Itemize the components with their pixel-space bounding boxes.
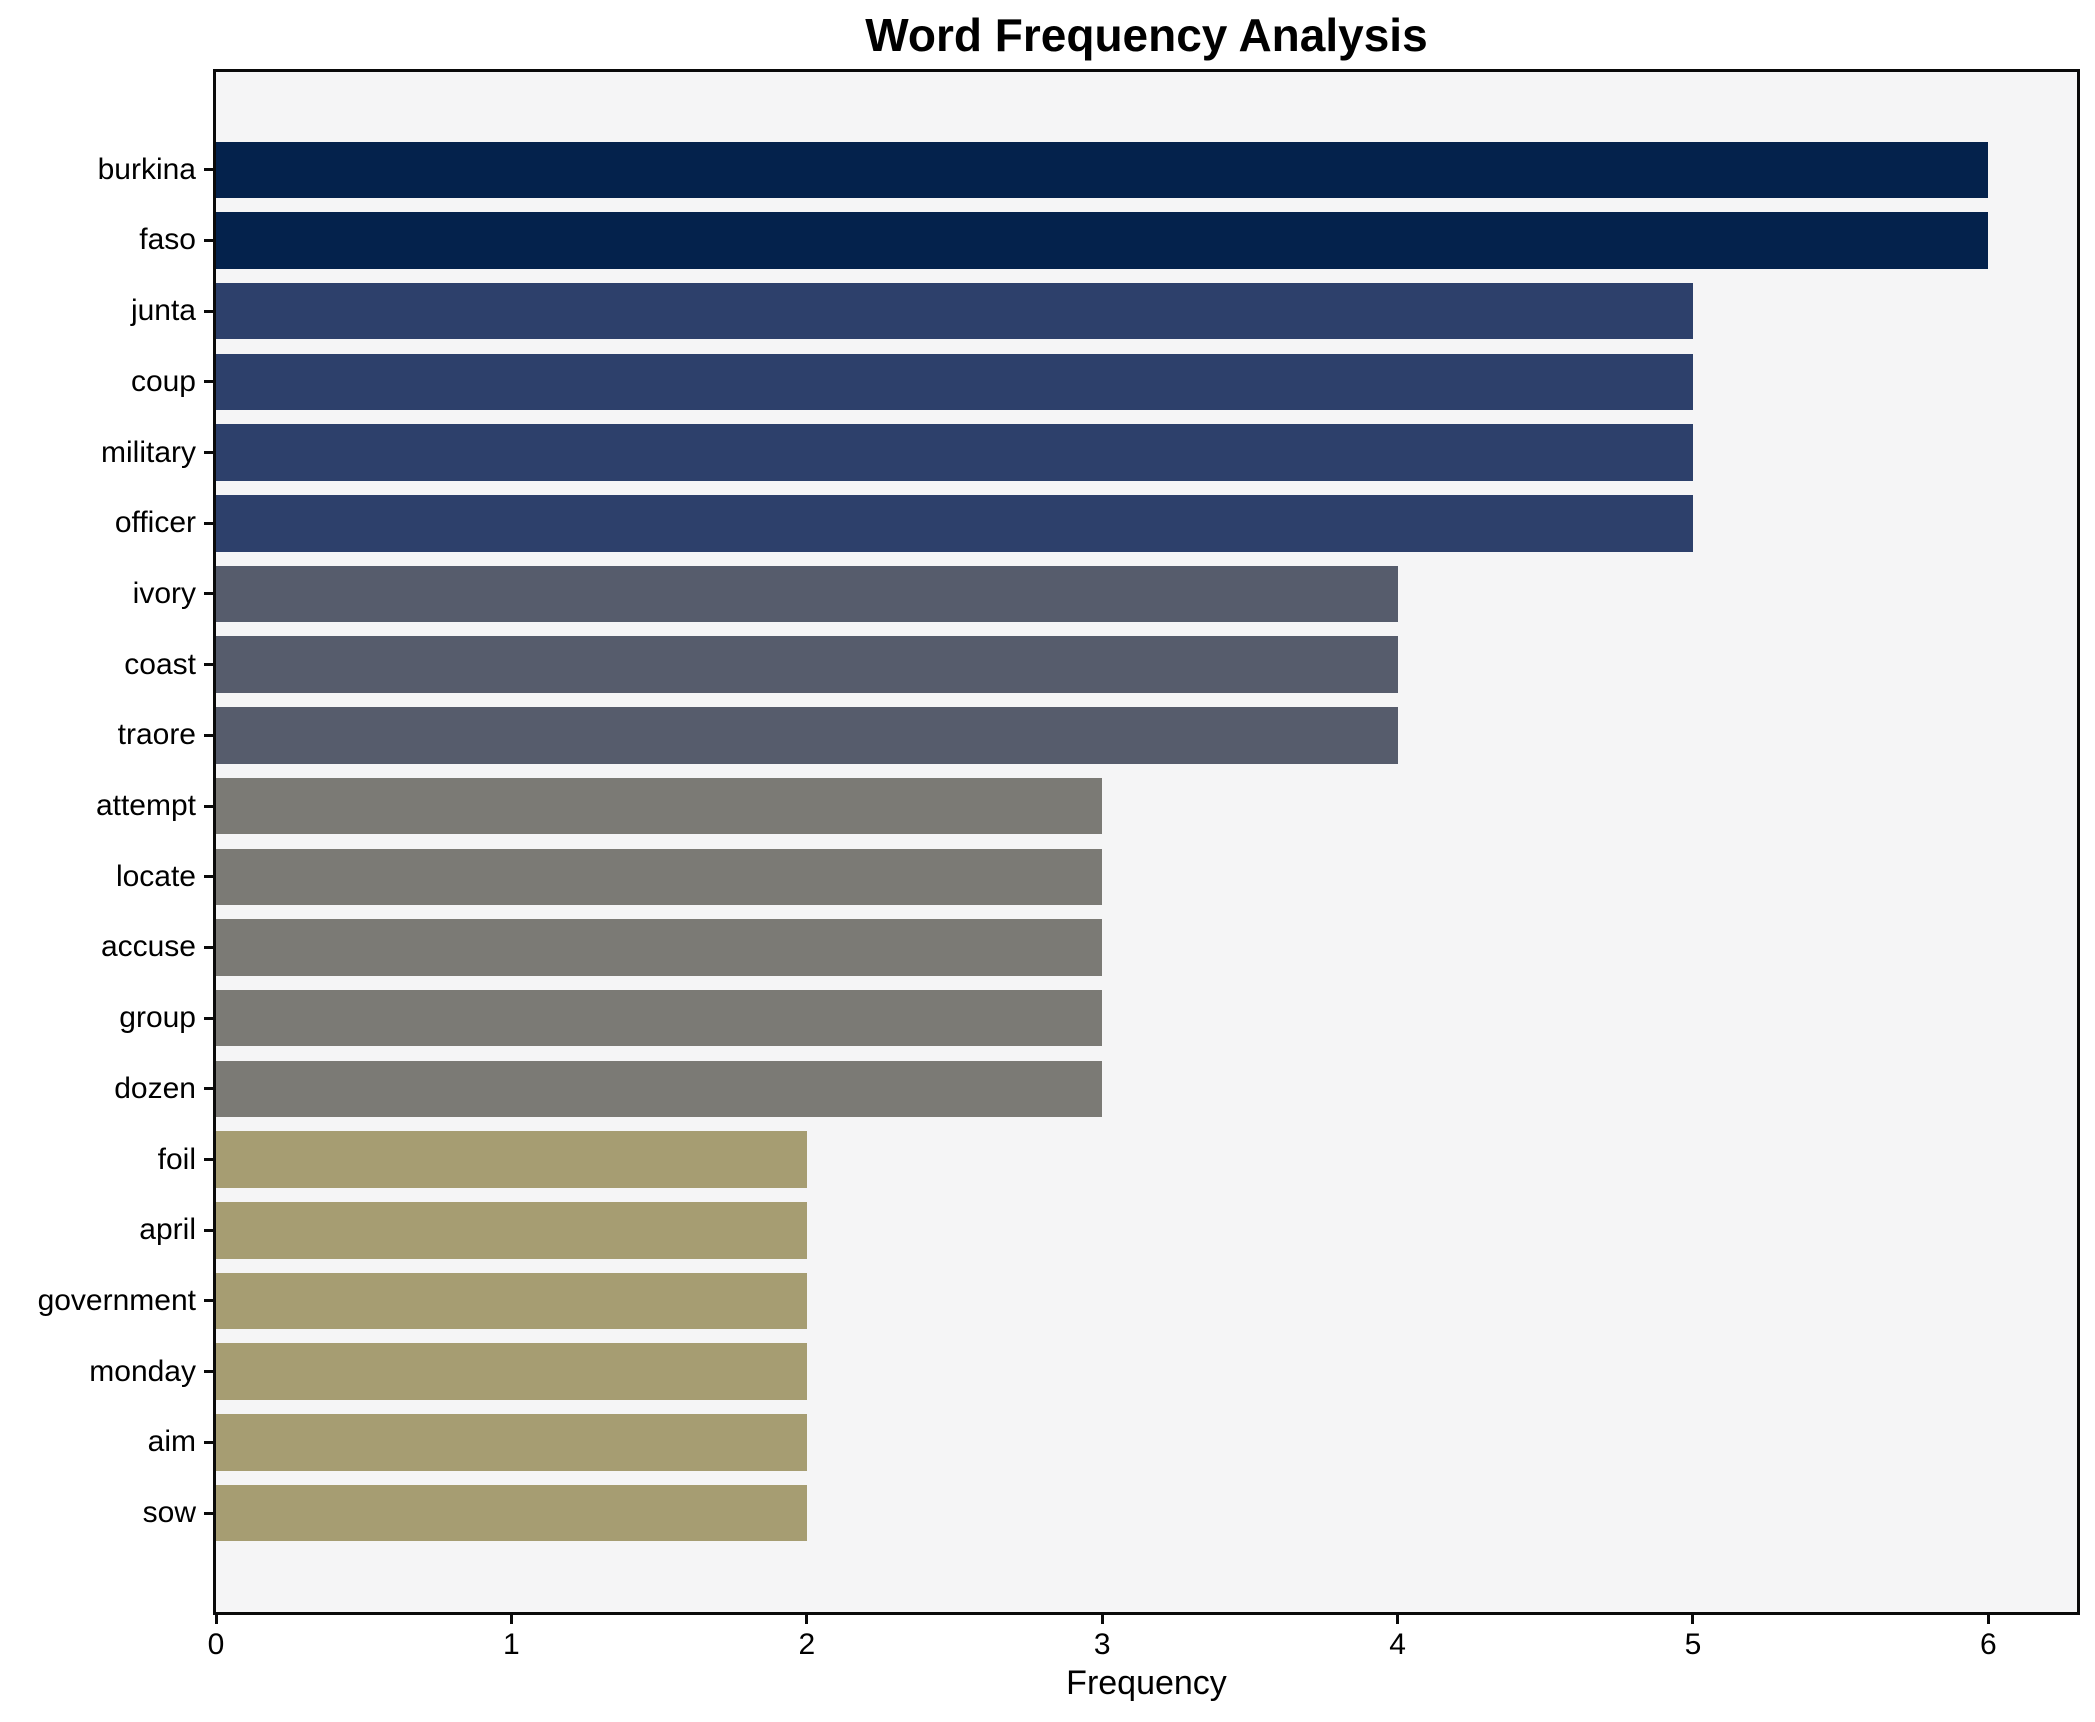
y-axis-label-sow: sow (142, 1496, 196, 1530)
x-tick-label-4: 4 (1389, 1628, 1406, 1661)
y-axis-label-junta: junta (130, 294, 196, 328)
bar-military (216, 424, 1693, 481)
y-tick (204, 309, 216, 313)
x-tick (805, 1612, 809, 1624)
x-tick (1691, 1612, 1695, 1624)
bar-monday (216, 1343, 807, 1400)
y-axis-label-monday: monday (89, 1354, 196, 1388)
x-tick-label-1: 1 (503, 1628, 520, 1661)
y-tick (204, 1299, 216, 1303)
bar-coup (216, 353, 1693, 411)
bar-group (216, 989, 1103, 1047)
x-tick-label-5: 5 (1684, 1628, 1702, 1661)
y-axis-label-faso: faso (139, 223, 196, 257)
y-axis-label-traore: traore (117, 718, 196, 752)
x-tick-label-2: 2 (798, 1628, 816, 1661)
y-tick (204, 1228, 216, 1232)
bar-traore (216, 707, 1398, 764)
y-tick (204, 733, 216, 737)
y-tick (204, 238, 216, 242)
y-tick (204, 804, 216, 808)
x-tick (214, 1612, 218, 1624)
y-tick (204, 451, 216, 455)
y-tick (204, 1158, 216, 1162)
x-tick (1100, 1612, 1104, 1624)
y-tick (204, 1511, 216, 1515)
bar-government (216, 1272, 807, 1330)
y-axis-label-april: april (139, 1213, 196, 1247)
bar-coast (216, 636, 1398, 693)
bar-accuse (216, 919, 1103, 976)
bar-april (216, 1202, 807, 1259)
x-axis-title: Frequency (1066, 1664, 1227, 1702)
bar-officer (216, 495, 1693, 552)
y-tick (204, 592, 216, 596)
bar-sow (216, 1484, 807, 1542)
y-axis-label-government: government (37, 1283, 196, 1317)
x-tick-label-3: 3 (1093, 1628, 1111, 1661)
y-tick (204, 168, 216, 172)
y-tick (204, 521, 216, 525)
y-axis-label-group: group (119, 1001, 196, 1035)
y-tick (204, 1087, 216, 1091)
bar-foil (216, 1131, 807, 1188)
bar-aim (216, 1414, 807, 1471)
y-axis-label-coup: coup (130, 364, 196, 398)
bar-locate (216, 848, 1103, 905)
y-axis-label-foil: foil (157, 1142, 196, 1176)
x-tick-label-6: 6 (1980, 1628, 1997, 1661)
y-axis-label-accuse: accuse (100, 930, 196, 964)
y-tick (204, 1440, 216, 1444)
y-axis-label-aim: aim (147, 1425, 196, 1459)
x-tick-label-0: 0 (207, 1628, 225, 1661)
y-axis-label-coast: coast (124, 647, 196, 681)
y-axis-label-military: military (101, 435, 196, 469)
y-tick (204, 663, 216, 667)
chart-title: Word Frequency Analysis (865, 9, 1428, 61)
bar-attempt (216, 777, 1103, 835)
y-axis-label-burkina: burkina (97, 152, 196, 186)
bar-ivory (216, 565, 1398, 623)
y-axis-label-locate: locate (115, 859, 196, 893)
y-axis-label-attempt: attempt (95, 789, 196, 823)
y-axis-label-ivory: ivory (132, 576, 196, 610)
y-tick (204, 1370, 216, 1374)
y-tick (204, 1016, 216, 1020)
y-axis-label-officer: officer (114, 506, 196, 540)
y-tick (204, 380, 216, 384)
bar-faso (216, 212, 1989, 269)
y-tick (204, 945, 216, 949)
x-tick (509, 1612, 513, 1624)
bar-junta (216, 282, 1693, 340)
bar-dozen (216, 1060, 1103, 1118)
x-tick (1396, 1612, 1400, 1624)
x-tick (1986, 1612, 1990, 1624)
y-tick (204, 875, 216, 879)
bar-burkina (216, 141, 1989, 198)
y-axis-label-dozen: dozen (114, 1071, 196, 1105)
